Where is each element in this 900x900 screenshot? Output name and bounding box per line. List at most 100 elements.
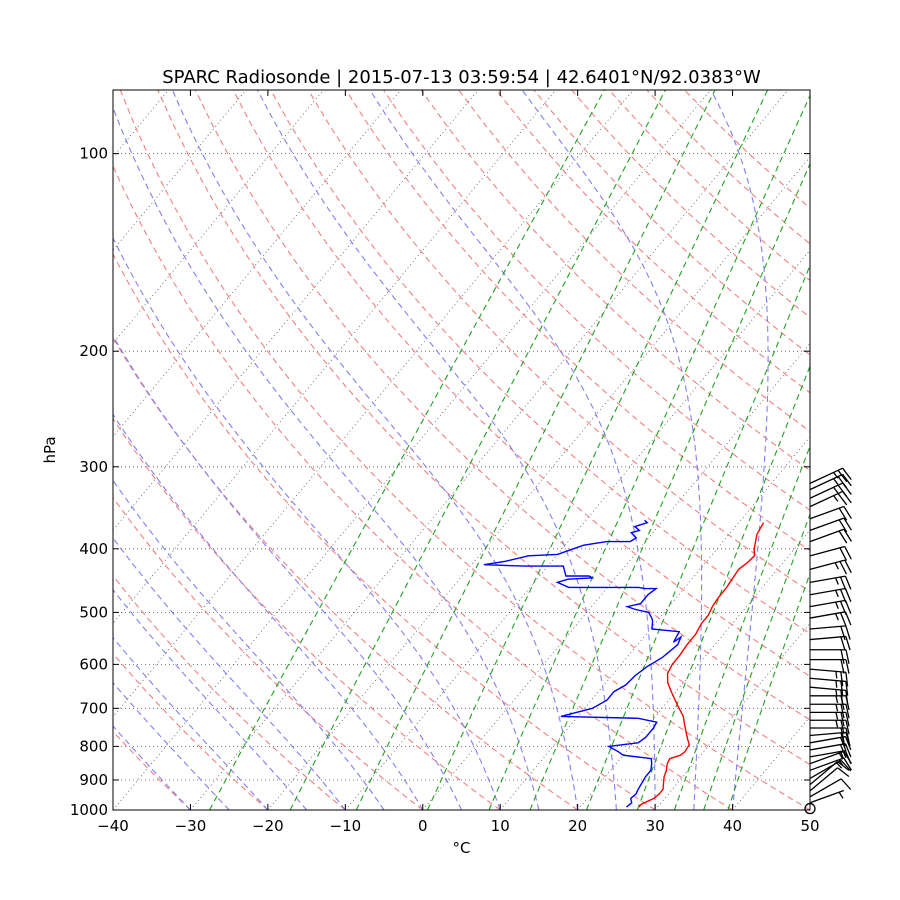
barb-feather [845,636,851,651]
moist-adiabat-line [113,334,462,810]
wind-barb [809,749,852,765]
wind-barb [809,587,852,603]
x-tick-label: 20 [568,817,587,835]
barb-staff [809,505,845,520]
barb-feather [840,712,845,727]
wind-barb [809,757,852,771]
wind-barb [809,635,851,651]
wind-barb [809,490,852,508]
mixing-ratio-line [426,90,769,810]
mixing-ratio-line [289,90,666,810]
moist-adiabat-line [113,236,501,810]
barb-feather [840,727,845,743]
barb-feather [840,659,845,674]
barb-staff [809,611,846,619]
barb-feather [845,720,850,735]
wind-barb [810,649,850,664]
barb-staff [809,735,846,744]
isotherm-line [499,436,810,810]
barb-staff [809,575,846,584]
wind-barb [809,767,850,792]
barb-staff [809,789,845,804]
barb-staff [809,473,843,491]
dry-adiabat-line [684,90,810,209]
dry-adiabat-line [113,652,269,810]
moist-adiabat-line [113,725,191,810]
barb-feather [840,636,846,651]
barb-half-feather [835,671,838,679]
dry-adiabat-line [533,90,810,356]
wind-barb [809,528,852,544]
barb-feather [839,612,847,627]
barb-feather [844,600,852,614]
barb-feather [838,507,848,521]
profile-lines [483,519,765,808]
isotherm-line [113,90,402,438]
x-axis-label: °C [453,839,471,857]
moist-adiabat-line [257,90,617,810]
wind-barb [809,778,852,798]
barb-half-feather [838,791,844,799]
barb-half-feather [839,751,844,759]
barb-feather [844,588,852,603]
barb-half-feather [835,695,839,703]
wind-barb [809,743,852,759]
moist-adiabat-line [113,681,230,810]
isotherm-line [809,809,810,810]
moist-adiabat-line [171,90,579,810]
moist-adiabat-line [113,537,346,810]
barb-half-feather [835,613,839,621]
dry-adiabat-line [232,90,810,677]
y-tick-label: 200 [79,342,108,360]
barb-staff [809,743,846,751]
barb-feather [837,476,848,489]
barb-half-feather [838,759,844,767]
barb-feather [840,626,846,641]
isotherm-line [345,249,810,810]
barb-feather [838,530,848,544]
barb-staff [809,767,838,792]
wind-barb [809,505,852,521]
y-axis: 100 200 300 400 500 600 700 800 900 1000 [70,145,810,819]
barb-feather [840,680,844,696]
moist-adiabat-line [113,106,540,810]
y-tick-label: 500 [79,603,108,621]
dry-adiabat-line [119,90,810,810]
y-axis-label: hPa [41,436,59,463]
barb-staff [809,599,846,608]
wind-barb [809,625,851,641]
barb-staff [809,482,843,499]
barb-feather [839,576,847,591]
barb-feather [845,712,850,727]
barb-feather [844,736,852,751]
barb-half-feather [835,577,839,585]
barb-half-feather [835,704,839,712]
x-tick-label: −20 [252,817,284,835]
wind-barb [810,719,850,735]
barb-staff [809,587,846,596]
x-tick-label: 10 [491,817,510,835]
barb-feather [839,561,848,575]
wind-barb [809,789,845,804]
barb-staff [809,517,845,532]
barb-feather [845,690,849,705]
barb-half-feather [835,601,839,610]
dry-adiabat-line [113,574,346,810]
wind-barbs [804,467,852,815]
x-tick-label: −40 [97,817,129,835]
barb-feather [839,737,847,751]
x-tick-label: −10 [330,817,362,835]
dry-adiabat-line [195,90,810,721]
barb-half-feather [833,486,839,494]
barb-staff [809,677,846,683]
barb-feather [840,704,845,719]
isotherm-line [654,622,810,810]
moist-adiabat-line [369,90,656,810]
y-tick-label: 800 [79,737,108,755]
dry-adiabat-line [458,90,810,433]
dry-adiabat-line [383,90,810,511]
x-tick-label: 30 [646,817,665,835]
barb-staff [809,749,846,758]
x-tick-label: −30 [175,817,207,835]
barb-feather [844,546,852,560]
